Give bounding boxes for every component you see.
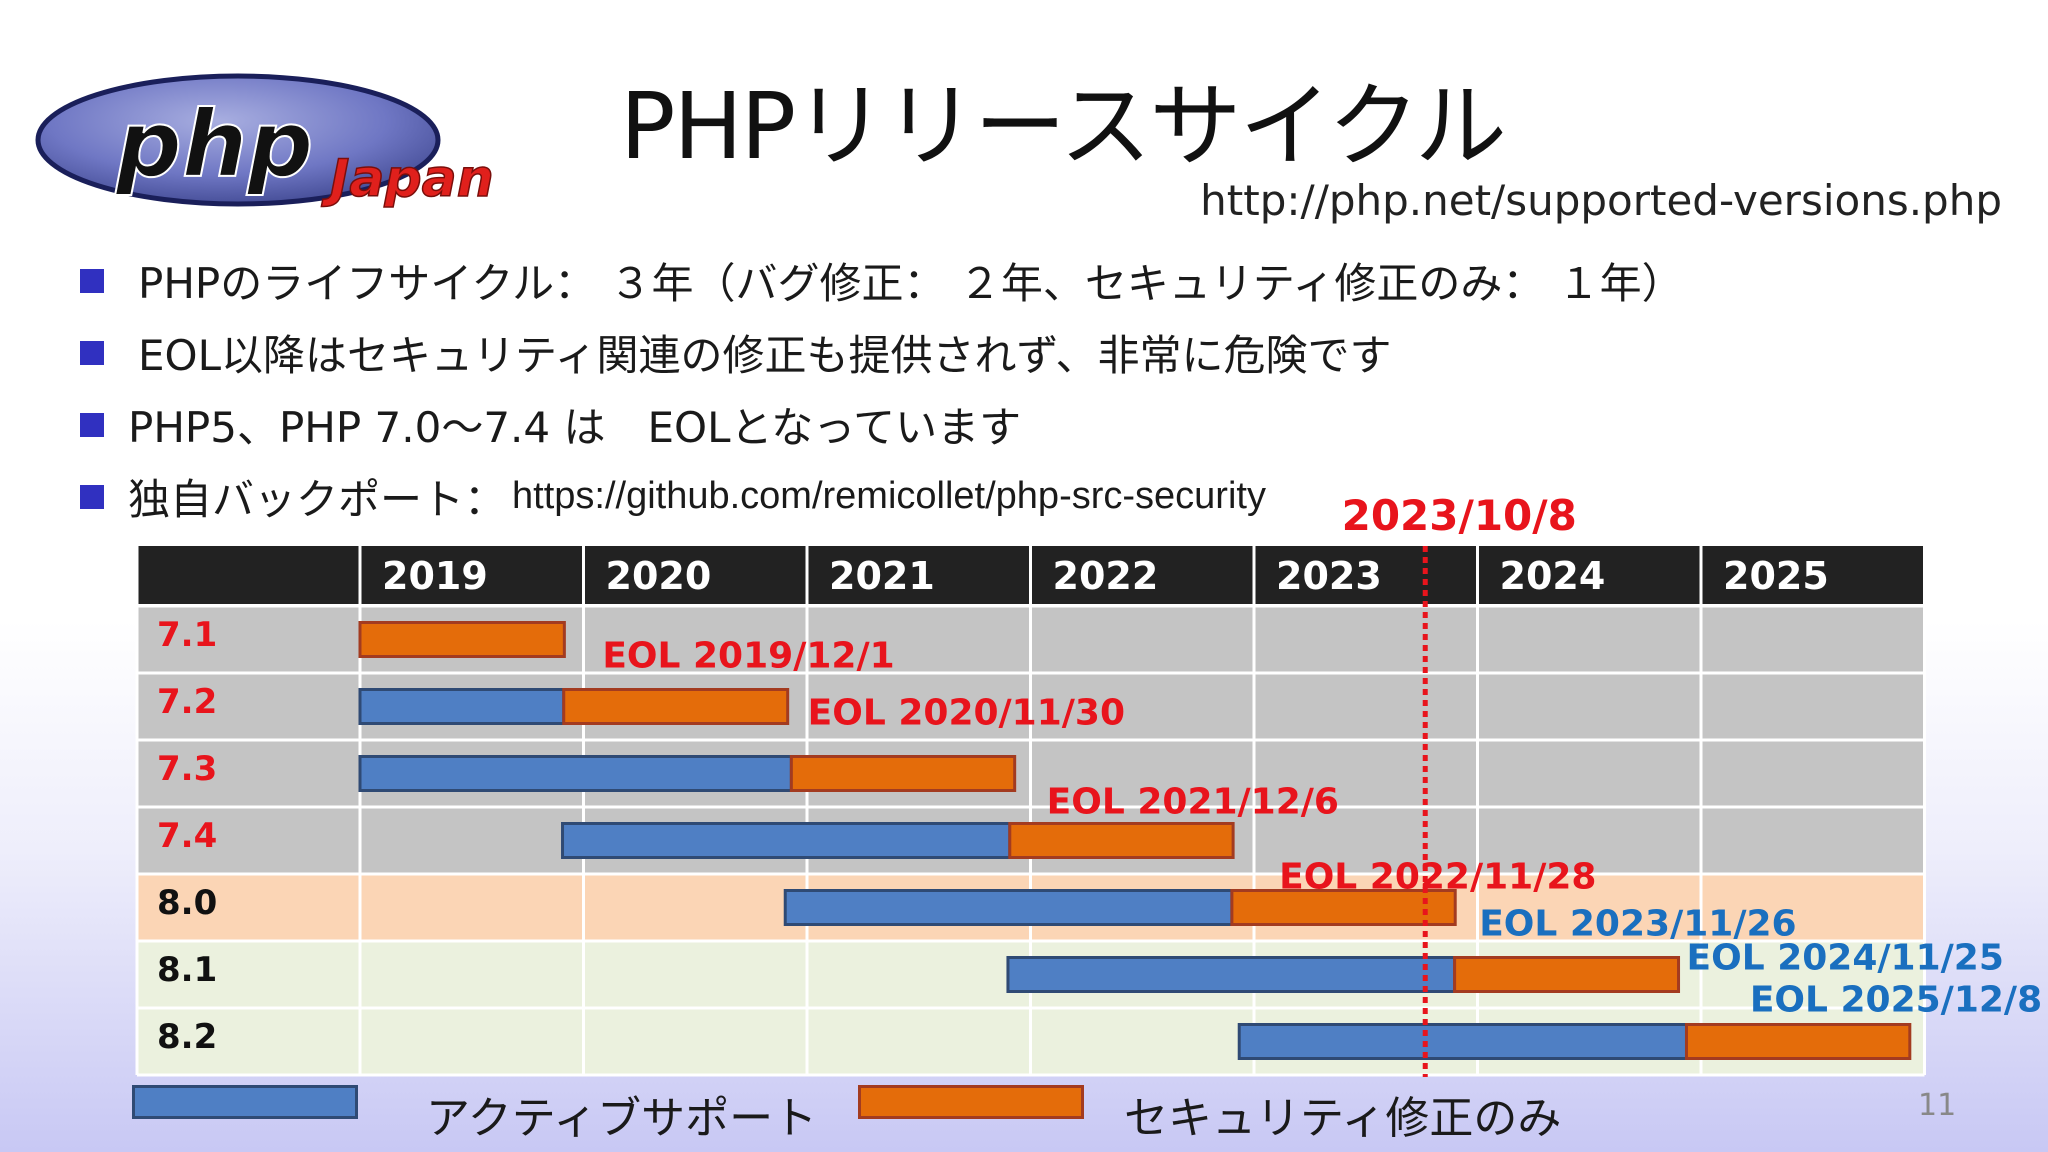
active-support-bar-7.3 bbox=[358, 755, 793, 792]
page-number: 11 bbox=[1918, 1088, 1957, 1123]
active-support-bar-8.2 bbox=[1237, 1023, 1688, 1060]
version-label-7.3: 7.3 bbox=[157, 749, 217, 789]
source-url[interactable]: http://php.net/supported-versions.php bbox=[1200, 176, 2002, 225]
php-japan-logo: php Japan bbox=[35, 73, 495, 210]
legend-active-swatch bbox=[132, 1085, 358, 1119]
bullet-text: PHPのライフサイクル： ３年（バグ修正： ２年、セキュリティ修正のみ： １年） bbox=[138, 259, 1684, 308]
legend-security-label: セキュリティ修正のみ bbox=[1124, 1093, 1562, 1144]
eol-label-8.0: EOL 2023/11/26 bbox=[1479, 904, 1796, 945]
year-label-2019: 2019 bbox=[382, 554, 488, 598]
legend-security-swatch bbox=[858, 1085, 1084, 1119]
bullet-eol-danger: EOL以降はセキュリティ関連の修正も提供されず、非常に危険です bbox=[80, 322, 1392, 383]
active-support-bar-7.4 bbox=[561, 822, 1012, 859]
eol-label-7.3: EOL 2021/12/6 bbox=[1047, 782, 1339, 823]
year-label-2025: 2025 bbox=[1723, 554, 1829, 598]
security-fix-bar-8.1 bbox=[1453, 956, 1681, 993]
bullet-text: PHP5、PHP 7.0～7.4 は EOLとなっています bbox=[128, 403, 1022, 452]
eol-label-8.1: EOL 2024/11/25 bbox=[1687, 938, 2004, 979]
version-label-8.0: 8.0 bbox=[157, 883, 217, 923]
version-label-7.1: 7.1 bbox=[157, 615, 217, 655]
bullet-backport: 独自バックポート： https://github.com/remicollet/… bbox=[80, 466, 1266, 527]
year-label-2024: 2024 bbox=[1500, 554, 1606, 598]
version-label-7.4: 7.4 bbox=[157, 816, 217, 856]
security-fix-bar-7.3 bbox=[789, 755, 1017, 792]
security-fix-bar-7.1 bbox=[358, 621, 566, 658]
eol-label-7.2: EOL 2020/11/30 bbox=[808, 693, 1125, 734]
security-fix-bar-7.4 bbox=[1008, 822, 1235, 859]
security-fix-bar-8.2 bbox=[1684, 1023, 1912, 1060]
bullet-marker bbox=[80, 412, 104, 437]
backport-link[interactable]: https://github.com/remicollet/php-src-se… bbox=[512, 475, 1266, 517]
bullet-text: 独自バックポート： bbox=[128, 475, 507, 524]
logo-text: php bbox=[115, 91, 313, 198]
bullet-marker bbox=[80, 340, 104, 365]
eol-label-7.1: EOL 2019/12/1 bbox=[602, 636, 894, 677]
version-label-8.2: 8.2 bbox=[157, 1017, 217, 1057]
logo-subtext: Japan bbox=[321, 149, 494, 209]
bullet-text: EOL以降はセキュリティ関連の修正も提供されず、非常に危険です bbox=[138, 331, 1392, 380]
year-label-2020: 2020 bbox=[606, 554, 712, 598]
year-label-2021: 2021 bbox=[829, 554, 935, 598]
version-label-7.2: 7.2 bbox=[157, 682, 217, 722]
eol-label-7.4: EOL 2022/11/28 bbox=[1279, 857, 1596, 898]
active-support-bar-8.1 bbox=[1006, 956, 1457, 993]
security-fix-bar-7.2 bbox=[562, 688, 790, 725]
year-label-2022: 2022 bbox=[1053, 554, 1159, 598]
today-marker-label: 2023/10/8 bbox=[1342, 491, 1577, 540]
bullet-marker bbox=[80, 268, 104, 293]
bullet-marker bbox=[80, 484, 104, 509]
version-label-8.1: 8.1 bbox=[157, 950, 217, 990]
page-title: PHPリリースサイクル bbox=[620, 73, 1507, 180]
legend-active-label: アクティブサポート bbox=[426, 1093, 818, 1144]
security-fix-bar-8.0 bbox=[1230, 889, 1457, 926]
active-support-bar-8.0 bbox=[783, 889, 1234, 926]
eol-label-8.2: EOL 2025/12/8 bbox=[1750, 980, 2042, 1021]
active-support-bar-7.2 bbox=[358, 688, 566, 725]
bullet-eol-versions: PHP5、PHP 7.0～7.4 は EOLとなっています bbox=[80, 394, 1021, 455]
year-label-2023: 2023 bbox=[1276, 554, 1382, 598]
bullet-lifecycle: PHPのライフサイクル： ３年（バグ修正： ２年、セキュリティ修正のみ： １年） bbox=[80, 250, 1684, 311]
